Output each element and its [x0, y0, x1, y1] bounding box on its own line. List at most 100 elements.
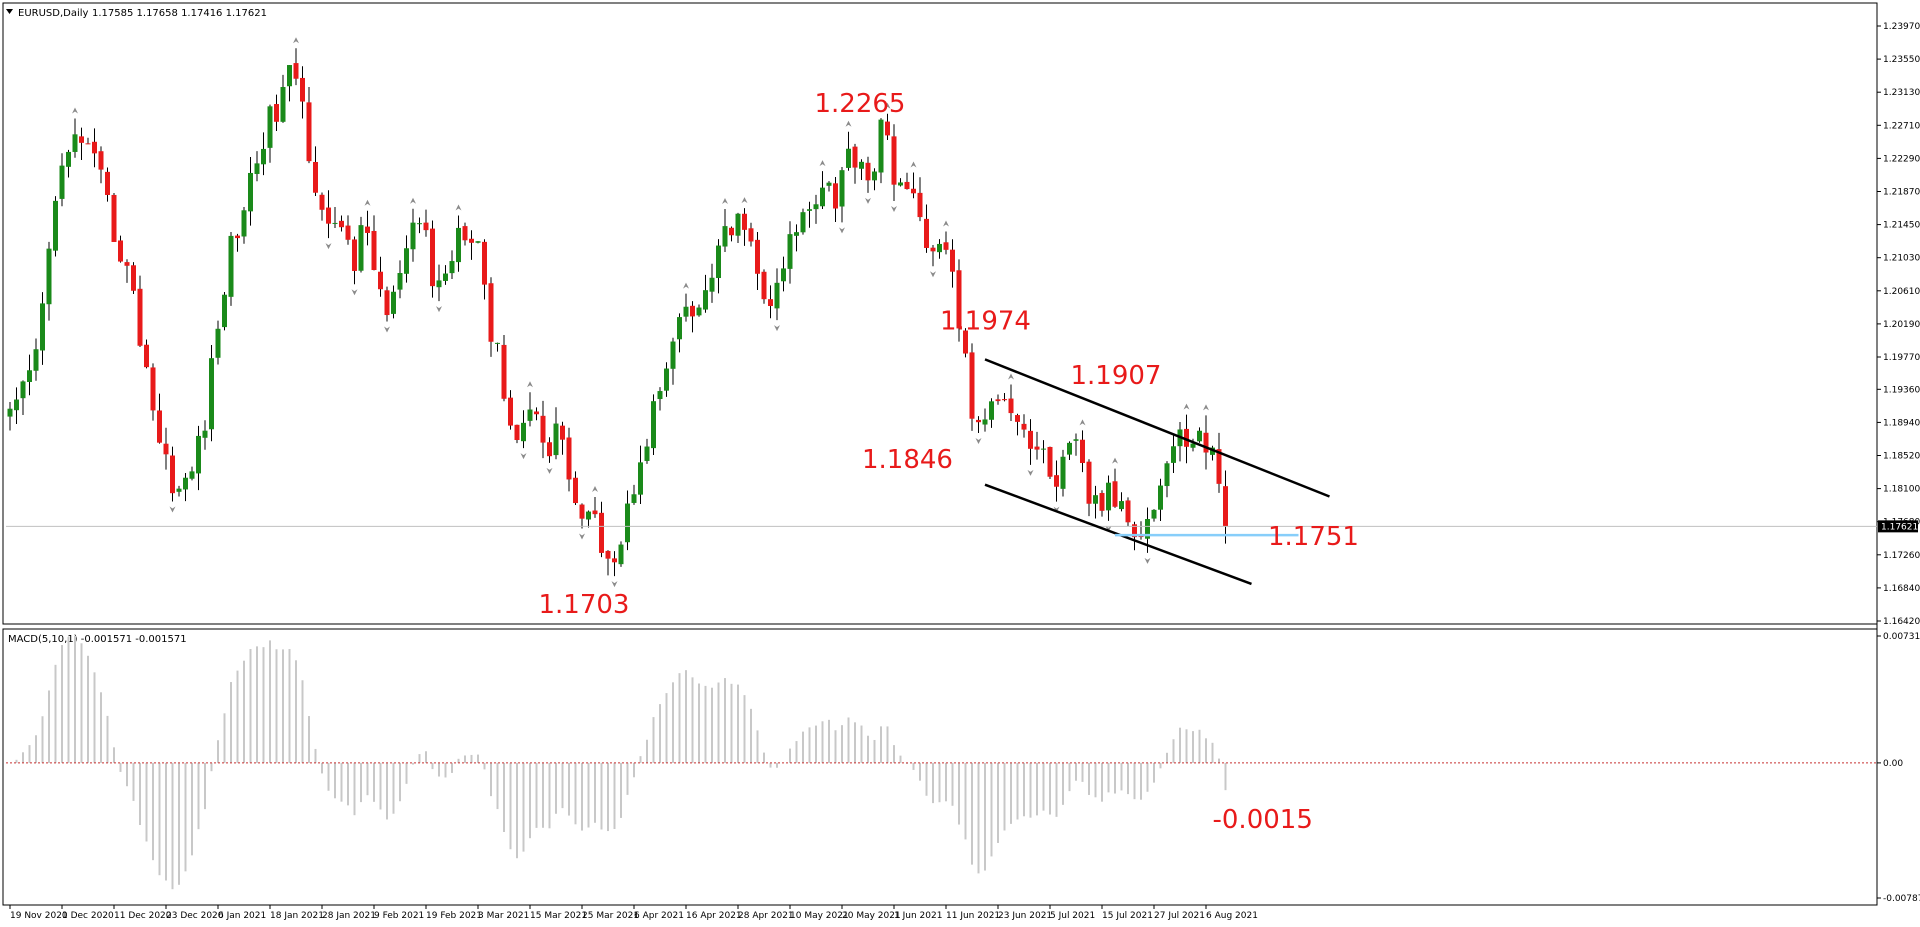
bear-candle: [534, 411, 539, 415]
time-tick-label: 1 Jun 2021: [894, 911, 942, 921]
bull-candle: [774, 282, 780, 309]
bull-candle: [820, 187, 825, 207]
arrow-fractal-icon: [436, 306, 442, 313]
bull-candle: [644, 446, 650, 461]
bull-candle: [475, 241, 481, 243]
bear-candle: [274, 104, 279, 122]
bull-candle: [443, 273, 448, 281]
bear-candle: [547, 442, 552, 457]
bull-candle: [859, 161, 864, 169]
bear-candle: [1112, 481, 1118, 507]
bull-candle: [7, 408, 13, 417]
bear-candle: [599, 512, 604, 553]
price-tick-label: 1.23550: [1883, 55, 1920, 65]
bear-candle: [365, 226, 370, 233]
price-tick-label: 1.23970: [1883, 22, 1920, 32]
macd-header: MACD(5,10,1) -0.001571 -0.001571: [8, 634, 187, 645]
triangle-down-icon[interactable]: [6, 9, 13, 14]
bear-candle: [1021, 423, 1027, 430]
price-annotation: 1.1974: [940, 306, 1031, 336]
bull-candle: [449, 261, 455, 274]
bear-candle: [430, 228, 435, 287]
price-tick-label: 1.19770: [1883, 353, 1920, 363]
drawings: [6, 358, 1877, 586]
bear-candle: [1086, 461, 1092, 504]
time-tick-label: 20 May 2021: [842, 911, 901, 921]
price-tick-label: 1.18100: [1883, 485, 1920, 495]
arrow-fractal-icon: [1008, 373, 1014, 380]
arrow-fractal-icon: [845, 120, 852, 127]
bull-candle: [735, 213, 741, 236]
price-annotation: 1.1751: [1268, 522, 1359, 552]
bear-candle: [963, 330, 968, 354]
bear-candle: [742, 213, 747, 230]
bull-candle: [280, 87, 286, 122]
price-tick-label: 1.21450: [1883, 221, 1920, 231]
bear-candle: [488, 283, 494, 342]
bull-candle: [813, 204, 819, 210]
bear-candle: [92, 141, 97, 154]
bull-candle: [410, 222, 416, 250]
bull-candle: [228, 235, 234, 297]
bull-candle: [27, 370, 32, 382]
bull-candle: [1060, 456, 1066, 489]
bear-candle: [501, 344, 507, 399]
bull-candle: [1190, 443, 1196, 448]
arrow-fractal-icon: [943, 220, 949, 227]
bull-candle: [696, 307, 702, 316]
time-tick-label: 11 Jun 2021: [946, 911, 1000, 921]
bear-candle: [469, 238, 474, 243]
bear-candle: [852, 146, 858, 168]
bear-candle: [378, 271, 383, 290]
bear-candle: [865, 162, 871, 181]
arrow-fractal-icon: [1027, 469, 1034, 476]
bull-candle: [826, 182, 832, 186]
bear-candle: [144, 344, 149, 368]
arrow-fractal-icon: [384, 326, 390, 333]
bear-candle: [605, 550, 611, 559]
arrow-fractal-icon: [455, 204, 462, 211]
bull-candle: [1067, 442, 1072, 455]
arrow-fractal-icon: [975, 438, 982, 445]
bear-candle: [911, 188, 916, 194]
bear-candle: [956, 270, 962, 329]
arrow-fractal-icon: [1112, 457, 1118, 464]
bull-candle: [33, 349, 39, 371]
bull-candle: [53, 200, 58, 251]
bear-candle: [118, 240, 123, 262]
bull-candle: [14, 399, 19, 411]
bear-candle: [300, 77, 305, 102]
time-tick-label: 18 Jan 2021: [270, 911, 324, 921]
price-annotation: 1.1846: [862, 445, 953, 475]
bear-candle: [1034, 446, 1040, 450]
time-tick-label: 6 Jan 2021: [218, 911, 266, 921]
bear-candle: [1223, 486, 1228, 527]
arrow-fractal-icon: [579, 533, 585, 540]
bear-candle: [1002, 399, 1007, 401]
bear-candle: [833, 183, 838, 209]
bull-candle: [898, 182, 903, 186]
arrow-fractal-icon: [1053, 506, 1060, 513]
price-tick-label: 1.20190: [1883, 320, 1920, 330]
bull-candle: [254, 163, 260, 174]
bear-candle: [579, 504, 585, 519]
arrow-fractal-icon: [741, 197, 748, 204]
bull-candle: [267, 106, 273, 148]
price-tick-label: 1.22290: [1883, 154, 1920, 164]
time-tick-label: 27 Jul 2021: [1154, 911, 1205, 921]
arrow-fractal-icon: [1203, 404, 1209, 411]
bear-candle: [943, 242, 949, 250]
arrow-fractal-icon: [546, 467, 553, 474]
bull-candle: [241, 210, 247, 237]
arrow-fractal-icon: [169, 506, 176, 513]
bull-candle: [625, 503, 630, 543]
arrow-fractal-icon: [611, 581, 618, 588]
channel-upper-line: [984, 358, 1330, 498]
time-tick-label: 28 Apr 2021: [738, 911, 794, 921]
bear-candle: [748, 228, 754, 242]
time-tick-label: 9 Feb 2021: [374, 911, 424, 921]
arrow-fractal-icon: [527, 381, 533, 388]
bear-candle: [352, 239, 357, 271]
